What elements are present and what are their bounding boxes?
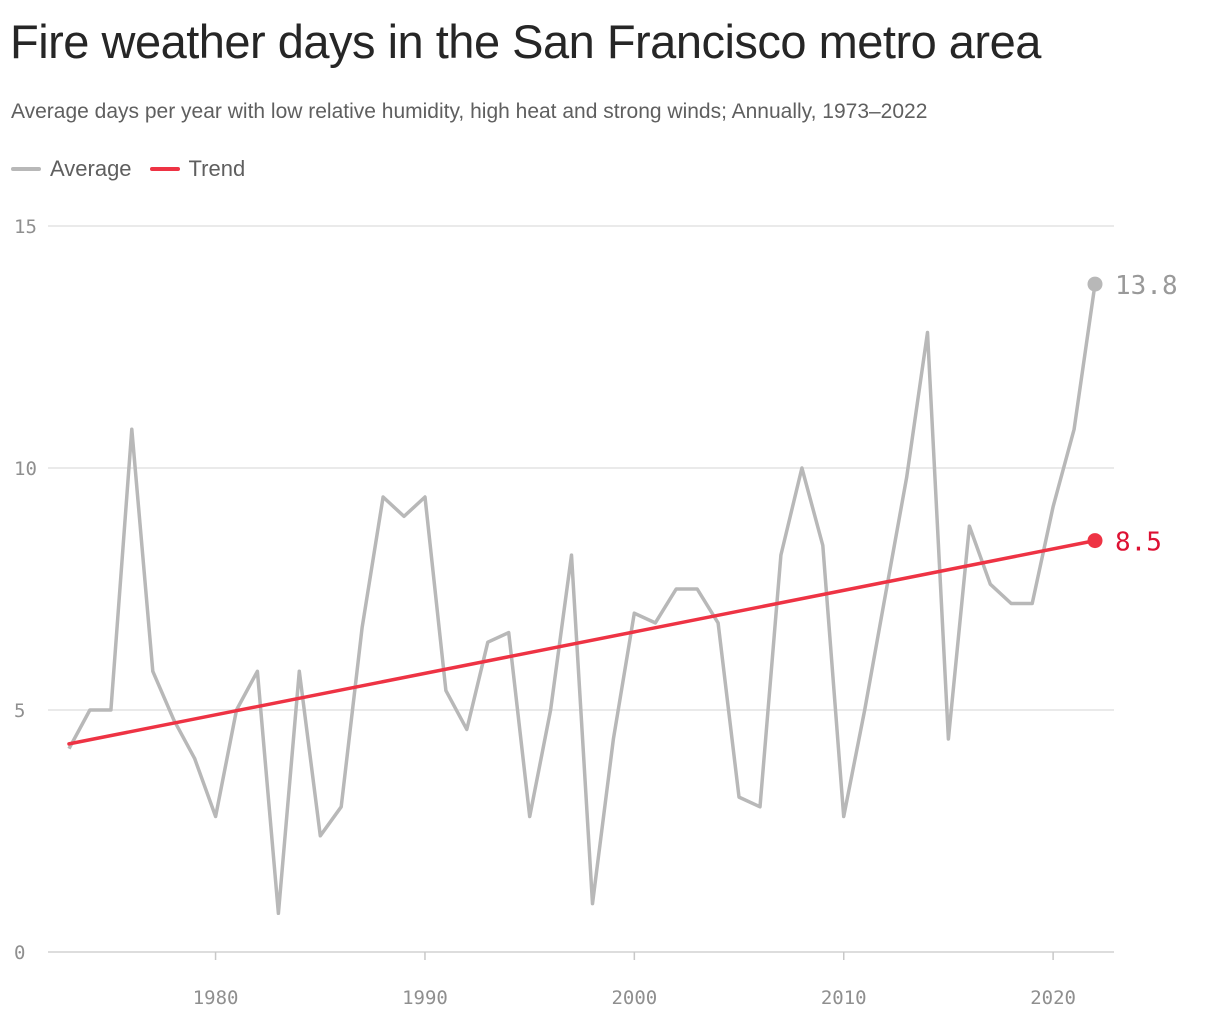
legend-item-average: Average [11, 156, 132, 182]
end-label-average: 13.8 [1115, 271, 1178, 301]
y-tick-label-10: 10 [14, 458, 37, 480]
chart-subtitle: Average days per year with low relative … [11, 100, 928, 123]
x-tick-label-1990: 1990 [402, 987, 448, 1009]
y-tick-label-15: 15 [14, 216, 37, 238]
legend-swatch-trend [149, 167, 180, 171]
legend-label-trend: Trend [188, 156, 246, 181]
y-tick-label-5: 5 [14, 700, 25, 722]
x-tick-label-2000: 2000 [611, 987, 657, 1009]
chart-title: Fire weather days in the San Francisco m… [10, 15, 1041, 68]
legend-item-trend: Trend [149, 156, 246, 182]
y-tick-label-0: 0 [14, 942, 25, 964]
x-tick-label-1980: 1980 [193, 987, 239, 1009]
end-marker-average [1087, 276, 1103, 292]
x-tick-label-2010: 2010 [821, 987, 867, 1009]
series-line-trend [67, 538, 1097, 746]
series-line-average [67, 283, 1097, 916]
legend-label-average: Average [50, 156, 132, 181]
end-label-trend: 8.5 [1115, 528, 1162, 558]
end-marker-trend [1087, 533, 1103, 549]
legend: Average Trend [11, 156, 263, 182]
legend-swatch-average [11, 167, 41, 171]
x-tick-label-2020: 2020 [1030, 987, 1076, 1009]
